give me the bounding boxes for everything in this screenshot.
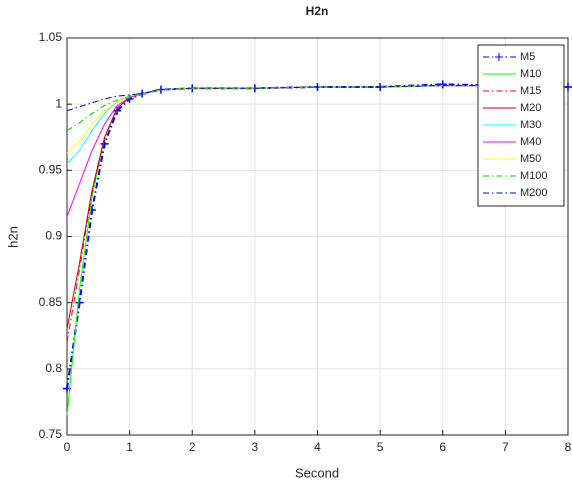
x-tick-label: 3 bbox=[252, 440, 259, 454]
legend-marker bbox=[495, 53, 503, 61]
x-tick-label: 7 bbox=[502, 440, 509, 454]
marker bbox=[88, 206, 97, 215]
marker bbox=[75, 298, 84, 307]
marker bbox=[438, 80, 447, 89]
chart-title: H2n bbox=[306, 4, 329, 18]
x-axis-label: Second bbox=[295, 465, 339, 480]
legend-label: M10 bbox=[520, 68, 541, 80]
legend-label: M40 bbox=[520, 136, 541, 148]
legend-label: M15 bbox=[520, 85, 541, 97]
x-tick-label: 6 bbox=[439, 440, 446, 454]
legend-label: M100 bbox=[520, 170, 548, 182]
x-tick-label: 0 bbox=[64, 440, 71, 454]
y-tick-label: 0.75 bbox=[39, 427, 63, 441]
x-tick-label: 4 bbox=[314, 440, 321, 454]
legend-label: M5 bbox=[520, 51, 535, 63]
y-tick-label: 1 bbox=[55, 96, 62, 110]
y-tick-label: 0.8 bbox=[45, 361, 62, 375]
y-tick-label: 0.85 bbox=[39, 295, 63, 309]
y-tick-label: 0.95 bbox=[39, 163, 63, 177]
marker bbox=[100, 139, 109, 148]
x-tick-label: 1 bbox=[126, 440, 133, 454]
x-tick-label: 5 bbox=[377, 440, 384, 454]
legend-label: M50 bbox=[520, 153, 541, 165]
series-line bbox=[66, 85, 569, 112]
y-axis-label: h2n bbox=[5, 226, 20, 248]
x-tick-label: 2 bbox=[189, 440, 196, 454]
legend: M5 M10 M15 M20 M30 M40 M50 M100 M200 bbox=[477, 44, 565, 207]
x-tick-label: 8 bbox=[565, 440, 572, 454]
y-tick-label: 0.9 bbox=[45, 229, 62, 243]
legend-label: M200 bbox=[520, 187, 548, 199]
legend-label: M30 bbox=[520, 119, 541, 131]
y-tick-label: 1.05 bbox=[39, 30, 63, 44]
legend-label: M20 bbox=[520, 102, 541, 114]
axes-box bbox=[66, 37, 569, 436]
